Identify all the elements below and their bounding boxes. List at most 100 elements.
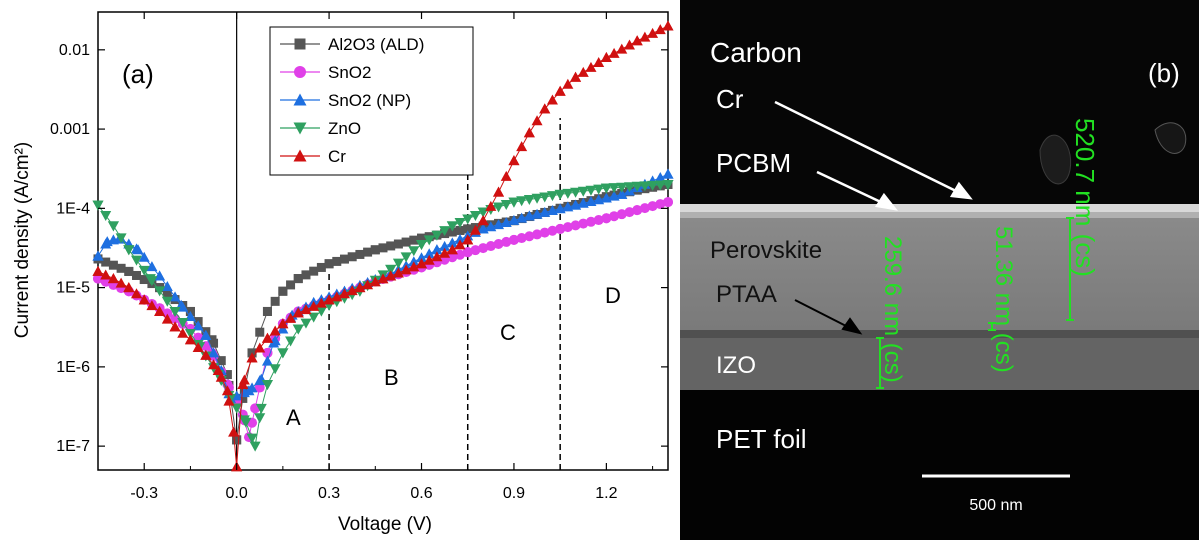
data-point <box>446 244 458 255</box>
chart-panel-a: -0.3 0.0 0.3 0.6 0.9 1.2 1E-7 1E-6 1E-5 1E-4 0.001… <box>12 11 674 535</box>
sem-image-panel-b: Carbon Cr PCBM Perovskite PTAA IZO PET f… <box>680 0 1199 540</box>
data-point <box>146 261 158 272</box>
data-point <box>554 189 566 200</box>
data-point <box>370 245 380 255</box>
arrow-pcbm <box>816 170 898 211</box>
y-tick-label: 1E-5 <box>56 280 90 297</box>
data-point <box>493 202 505 213</box>
data-point <box>662 179 674 190</box>
data-point <box>100 238 112 249</box>
data-point <box>600 52 612 63</box>
data-point <box>262 306 272 316</box>
data-point <box>392 267 404 278</box>
data-point <box>146 300 158 311</box>
data-point <box>423 235 435 246</box>
data-point <box>585 185 597 196</box>
data-point <box>654 24 666 35</box>
data-point <box>616 209 627 220</box>
data-point <box>446 221 458 232</box>
data-point <box>585 216 596 227</box>
data-point <box>255 403 267 414</box>
data-point <box>339 254 349 264</box>
data-point <box>100 210 112 221</box>
data-point <box>531 115 543 126</box>
data-point <box>616 188 628 199</box>
data-point <box>431 251 443 262</box>
data-point <box>249 441 261 452</box>
series-layer <box>92 20 674 472</box>
data-point <box>269 364 281 375</box>
data-point <box>223 395 235 406</box>
data-point <box>447 227 457 237</box>
data-point <box>593 215 604 226</box>
data-point <box>485 200 497 211</box>
data-point <box>639 31 651 42</box>
data-point <box>454 239 466 250</box>
data-point <box>107 273 119 284</box>
data-point <box>108 260 118 270</box>
data-point <box>639 203 650 214</box>
data-point <box>470 245 481 256</box>
data-point <box>301 270 311 280</box>
layer-label-perovskite: Perovskite <box>710 237 822 264</box>
data-point <box>423 254 435 265</box>
data-point <box>138 265 150 276</box>
data-point <box>316 262 326 272</box>
data-point <box>254 375 266 386</box>
data-point <box>277 323 289 334</box>
data-point <box>516 196 528 207</box>
y-tick-label: 1E-7 <box>56 438 90 455</box>
series-cr <box>92 20 674 472</box>
data-point <box>631 181 643 192</box>
data-point <box>107 234 119 245</box>
data-point <box>154 286 166 297</box>
data-point <box>439 226 451 237</box>
scalebar-label: 500 nm <box>969 497 1022 514</box>
data-point <box>231 390 243 401</box>
data-point <box>221 385 233 396</box>
data-point <box>485 241 496 252</box>
measure-bar-259 <box>876 337 884 389</box>
data-point <box>623 182 635 193</box>
region-label-a: A <box>286 405 301 430</box>
data-point <box>546 94 558 105</box>
data-point <box>516 141 528 152</box>
pet-foil-layer <box>680 390 1199 540</box>
layer-label-pet-foil: PET foil <box>716 424 807 454</box>
data-point <box>562 222 573 233</box>
data-point <box>608 47 620 58</box>
data-point <box>124 266 134 276</box>
data-point <box>277 348 289 359</box>
data-point <box>363 247 373 257</box>
data-point <box>123 245 135 256</box>
cr-layer <box>680 204 1199 212</box>
x-tick-label: 0.0 <box>226 485 248 502</box>
data-point <box>462 214 474 225</box>
data-point <box>447 252 458 263</box>
data-point <box>261 332 273 343</box>
legend-marker <box>293 93 307 106</box>
data-point <box>146 276 158 287</box>
data-point <box>500 200 512 211</box>
region-label-c: C <box>500 320 516 345</box>
data-point <box>215 371 227 382</box>
data-point <box>132 270 142 280</box>
region-label-d: D <box>605 283 621 308</box>
data-point <box>324 259 334 269</box>
data-point <box>123 282 135 293</box>
data-point <box>161 280 173 291</box>
legend-label: Cr <box>328 147 346 166</box>
data-point <box>315 306 327 317</box>
data-point <box>208 347 220 358</box>
data-point <box>570 187 582 198</box>
data-point <box>501 236 512 247</box>
data-point <box>455 249 466 260</box>
data-point <box>455 225 465 235</box>
data-point <box>300 304 312 315</box>
data-point <box>562 188 574 199</box>
data-point <box>255 327 265 337</box>
data-point <box>115 277 127 288</box>
data-point <box>308 312 320 323</box>
data-point <box>554 85 566 96</box>
data-point <box>493 186 505 197</box>
